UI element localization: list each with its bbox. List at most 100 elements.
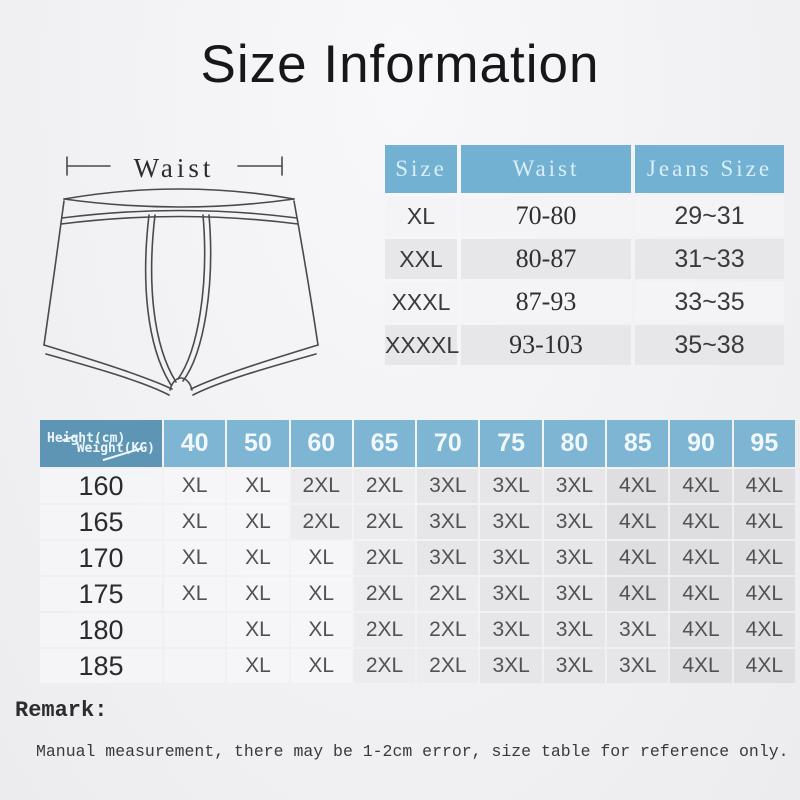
size-value-cell [164,649,226,683]
size-value-cell: 3XL [543,505,606,539]
size-value-cell: 3XL [607,613,669,647]
fly-left-2 [150,214,177,383]
fly-left-1 [144,214,172,386]
size-value-cell: 3XL [607,649,669,683]
size-value-cell: 2XL [417,577,479,611]
size-value-cell: 3XL [417,541,479,575]
size-value-cell: XL [290,613,352,647]
size-value-cell: XL [290,577,352,611]
boxers-sketch: Waist [43,153,319,396]
weight-header-cell: 50 [227,420,289,467]
size-value-cell: 3XL [480,613,542,647]
corner-height-label: Height(cm) [47,431,126,446]
size-value-cell: XL [290,541,352,575]
height-label-cell: 165 [40,505,162,539]
height-label-cell: 180 [40,613,162,647]
size-value-cell: XL [227,541,289,575]
size-value-cell: 3XL [480,541,542,575]
weight-header-cell: 40 [164,420,226,467]
size-value-cell: 3XL [480,649,542,683]
weight-header-cell: 95 [733,420,795,467]
weight-header-cell: 60 [290,420,352,467]
size-value-cell: 2XL [353,577,416,611]
size-value-cell: 4XL [607,541,669,575]
size-value-cell: 2XL [353,505,416,539]
right-hem-inner [192,353,317,396]
size-table-cell: 31~33 [635,239,784,279]
size-table-header-cell: Waist [461,145,631,193]
crotch [169,377,193,391]
size-value-cell: 4XL [607,505,669,539]
size-value-cell: 2XL [290,469,352,503]
size-value-cell: XL [227,649,289,683]
weight-header-cell: 75 [480,420,542,467]
page-title: Size Information [200,35,600,94]
waistband-bottom [63,198,295,208]
size-value-cell: 3XL [543,469,606,503]
size-value-cell: XL [164,541,226,575]
remark-label: Remark: [15,698,108,723]
weight-height-table: Weight(KG) Height(cm) 40 50 60 65 70 75 80 85 90 95… [40,420,795,683]
waistband-seam-1 [61,209,298,219]
left-side [43,200,65,346]
left-hem-inner [45,353,170,396]
fly-right-1 [182,214,212,382]
size-value-cell: 2XL [417,649,479,683]
size-value-cell: 4XL [670,649,732,683]
waist-label: Waist [134,153,215,183]
boxers-diagram: Waist [20,133,355,398]
size-value-cell: XL [164,469,226,503]
size-table: Size Waist Jeans Size XL 70-80 29~31 XXL 80-87 3… [385,145,788,365]
size-value-cell: XL [164,577,226,611]
size-value-cell: 3XL [543,649,606,683]
size-table-cell: 87-93 [461,282,631,322]
weight-header-cell: 80 [543,420,606,467]
size-value-cell: 4XL [733,505,795,539]
size-value-cell: 4XL [733,469,795,503]
size-table-header-cell: Size [385,145,457,193]
size-value-cell: XL [290,649,352,683]
size-value-cell: 4XL [607,469,669,503]
corner-weight-label: Weight(KG) [76,425,155,475]
size-value-cell [164,613,226,647]
size-value-cell: 2XL [353,469,416,503]
size-value-cell: 4XL [733,541,795,575]
size-value-cell: 3XL [543,577,606,611]
remark-text: Manual measurement, there may be 1-2cm e… [36,742,789,761]
size-value-cell: 4XL [607,577,669,611]
size-value-cell: 2XL [290,505,352,539]
size-table-cell: 29~31 [635,196,784,236]
size-value-cell: XL [227,577,289,611]
size-table-cell: 33~35 [635,282,784,322]
size-value-cell: 2XL [353,541,416,575]
size-table-cell: 70-80 [461,196,631,236]
weight-header-cell: 70 [417,420,479,467]
height-label-cell: 175 [40,577,162,611]
size-value-cell: 4XL [733,577,795,611]
size-table-cell: 80-87 [461,239,631,279]
height-label-cell: 170 [40,541,162,575]
weight-header-cell: 90 [670,420,732,467]
right-side [293,200,319,346]
size-value-cell: 2XL [353,613,416,647]
weight-header-cell: 85 [607,420,669,467]
size-value-cell: 4XL [733,613,795,647]
waist-dimension-line [66,156,283,176]
size-value-cell: 4XL [670,541,732,575]
size-value-cell: 2XL [353,649,416,683]
height-label-cell: 185 [40,649,162,683]
right-hem-outer [190,344,319,390]
waistband-seam-2 [60,215,299,225]
size-value-cell: 2XL [417,613,479,647]
size-table-cell: XL [385,196,457,236]
size-table-cell: XXL [385,239,457,279]
size-value-cell: 4XL [670,577,732,611]
size-value-cell: 3XL [480,469,542,503]
size-table-cell: XXXL [385,282,457,322]
size-value-cell: 3XL [480,505,542,539]
size-table-header-cell: Jeans Size [635,145,784,193]
size-table-cell: 35~38 [635,325,784,365]
size-value-cell: 3XL [417,469,479,503]
fly-right-2 [177,214,206,380]
